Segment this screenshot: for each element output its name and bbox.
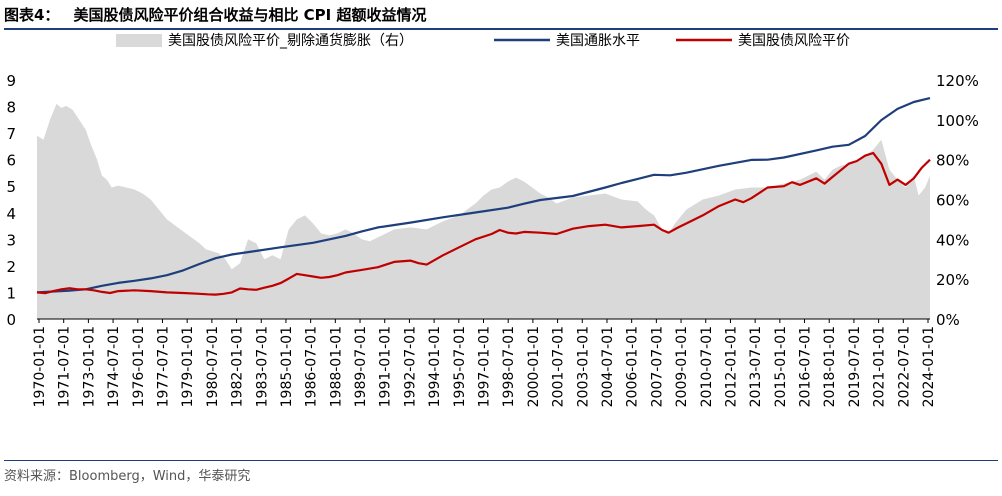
legend-label-risk-parity: 美国股债风险平价	[738, 33, 850, 49]
figure-title: 美国股债风险平价组合收益与相比 CPI 超额收益情况	[73, 6, 427, 24]
x-tick-label: 2021-01-01	[872, 326, 888, 407]
x-tick-label: 1970-01-01	[32, 326, 48, 407]
x-tick-label: 1997-01-01	[477, 326, 493, 407]
x-tick-label: 1988-01-01	[328, 326, 344, 407]
left-tick-label: 2	[6, 258, 16, 276]
x-tick-label: 2010-07-01	[699, 326, 715, 407]
left-tick-label: 8	[6, 99, 16, 117]
x-tick-label: 2007-07-01	[649, 326, 665, 407]
x-tick-label: 1974-07-01	[106, 326, 122, 407]
x-tick-label: 2016-07-01	[798, 326, 814, 407]
x-tick-label: 2004-07-01	[600, 326, 616, 407]
x-tick-label: 1998-07-01	[501, 326, 517, 407]
right-tick-label: 100%	[936, 112, 979, 130]
x-tick-label: 2001-07-01	[551, 326, 567, 407]
x-tick-label: 2009-01-01	[674, 326, 690, 407]
x-tick-label: 1979-01-01	[180, 326, 196, 407]
x-tick-label: 1980-07-01	[205, 326, 221, 407]
x-tick-label: 2006-01-01	[625, 326, 641, 407]
x-tick-label: 2019-07-01	[847, 326, 863, 407]
x-tick-label: 1971-07-01	[57, 326, 73, 407]
left-tick-label: 3	[6, 231, 16, 249]
figure-title-bar: 图表4： 美国股债风险平价组合收益与相比 CPI 超额收益情况	[4, 2, 998, 30]
line-series-inflation	[36, 97, 931, 294]
x-tick-label: 2024-01-01	[921, 326, 937, 407]
x-tick-label: 2015-01-01	[773, 326, 789, 407]
x-tick-label: 1973-01-01	[81, 326, 97, 407]
left-tick-label: 5	[6, 178, 16, 196]
left-tick-label: 1	[6, 284, 16, 302]
chart: 0 1 2 3 4 5 6 7 8 9 0% 20% 40% 60% 80% 100% 120% 1970-0…	[6, 32, 979, 407]
x-tick-label: 2022-07-01	[896, 326, 912, 407]
x-tick-label: 1982-01-01	[230, 326, 246, 407]
legend-label-inflation: 美国通胀水平	[556, 33, 640, 49]
x-tick-label: 2013-07-01	[748, 326, 764, 407]
right-tick-label: 40%	[936, 231, 969, 249]
x-tick-label: 1985-01-01	[279, 326, 295, 407]
left-tick-label: 0	[6, 311, 16, 329]
left-tick-label: 4	[6, 205, 16, 223]
x-axis: 1970-01-01 1971-07-01 1973-01-01 1974-07-01…	[32, 319, 937, 407]
source-note: 资料来源：Bloomberg，Wind，华泰研究	[4, 460, 998, 484]
x-tick-label: 1977-07-01	[156, 326, 172, 407]
x-tick-label: 1992-07-01	[402, 326, 418, 407]
line-series-layer	[36, 97, 931, 296]
left-axis: 0 1 2 3 4 5 6 7 8 9	[6, 72, 16, 329]
right-tick-label: 20%	[936, 271, 969, 289]
right-tick-label: 60%	[936, 192, 969, 210]
legend: 美国股债风险平价_剔除通货膨胀（右） 美国通胀水平 美国股债风险平价	[116, 32, 850, 49]
x-tick-label: 1994-01-01	[427, 326, 443, 407]
x-tick-label: 1991-01-01	[378, 326, 394, 407]
x-tick-label: 2000-01-01	[526, 326, 542, 407]
left-tick-label: 7	[6, 125, 16, 143]
right-axis: 0% 20% 40% 60% 80% 100% 120%	[936, 72, 979, 329]
x-tick-label: 1986-07-01	[304, 326, 320, 407]
x-tick-label: 2012-01-01	[723, 326, 739, 407]
left-tick-label: 6	[6, 152, 16, 170]
x-tick-label: 1983-07-01	[254, 326, 270, 407]
legend-swatch-area	[116, 34, 162, 47]
x-tick-label: 1989-07-01	[353, 326, 369, 407]
right-tick-label: 80%	[936, 152, 969, 170]
x-tick-label: 1995-07-01	[452, 326, 468, 407]
figure-number: 图表4：	[4, 6, 60, 24]
left-tick-label: 9	[6, 72, 16, 90]
right-tick-label: 0%	[936, 311, 960, 329]
x-tick-label: 1976-01-01	[131, 326, 147, 407]
legend-label-area: 美国股债风险平价_剔除通货膨胀（右）	[168, 32, 413, 49]
x-tick-label: 2018-01-01	[822, 326, 838, 407]
right-tick-label: 120%	[936, 72, 979, 90]
x-tick-label: 2003-01-01	[575, 326, 591, 407]
line-series-risk-parity	[36, 151, 931, 296]
